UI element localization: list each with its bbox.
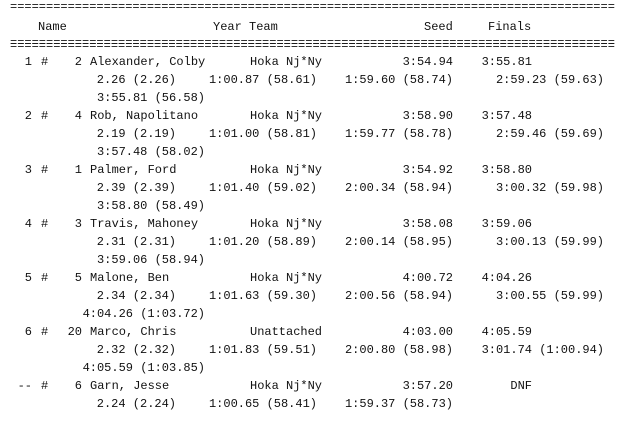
split: 3:57.48 (58.02)	[97, 145, 205, 159]
competitor-number: 5	[75, 271, 82, 285]
seed-mark: #	[41, 163, 48, 177]
competitor-name: Palmer, Ford	[90, 163, 176, 177]
seed-mark: #	[41, 55, 48, 69]
final-time: 4:05.59	[482, 325, 532, 339]
competitor-name: Garn, Jesse	[90, 379, 169, 393]
split: 2.31 (2.31)	[97, 235, 176, 249]
rule: ========================================…	[10, 0, 615, 14]
final-time: 3:58.80	[482, 163, 532, 177]
place: 2	[25, 109, 32, 123]
competitor-number: 2	[75, 55, 82, 69]
seed-time: 3:58.90	[403, 109, 453, 123]
competitor-name: Malone, Ben	[90, 271, 169, 285]
split: 2.24 (2.24)	[97, 397, 176, 411]
split: 2:59.46 (59.69)	[496, 127, 604, 141]
split: 1:59.77 (58.78)	[345, 127, 453, 141]
split: 1:01.40 (59.02)	[209, 181, 317, 195]
split: 1:00.65 (58.41)	[209, 397, 317, 411]
split: 2:00.14 (58.95)	[345, 235, 453, 249]
header-year-team: Year Team	[213, 20, 278, 34]
split: 2:00.80 (58.98)	[345, 343, 453, 357]
header-name: Name	[38, 20, 67, 34]
competitor-name: Alexander, Colby	[90, 55, 205, 69]
competitor-number: 6	[75, 379, 82, 393]
team: Unattached	[250, 325, 322, 339]
team: Hoka Nj*Ny	[250, 217, 322, 231]
split: 3:00.13 (59.99)	[496, 235, 604, 249]
split: 4:05.59 (1:03.85)	[83, 361, 205, 375]
split: 1:01.83 (59.51)	[209, 343, 317, 357]
place: 5	[25, 271, 32, 285]
split: 1:59.60 (58.74)	[345, 73, 453, 87]
split: 2.39 (2.39)	[97, 181, 176, 195]
competitor-number: 1	[75, 163, 82, 177]
split: 1:01.00 (58.81)	[209, 127, 317, 141]
seed-time: 4:00.72	[403, 271, 453, 285]
competitor-number: 3	[75, 217, 82, 231]
team: Hoka Nj*Ny	[250, 271, 322, 285]
split: 2:59.23 (59.63)	[496, 73, 604, 87]
header-seed: Seed	[424, 20, 453, 34]
team: Hoka Nj*Ny	[250, 109, 322, 123]
seed-mark: #	[41, 109, 48, 123]
place: 6	[25, 325, 32, 339]
split: 1:01.20 (58.89)	[209, 235, 317, 249]
header-finals: Finals	[488, 20, 531, 34]
split: 3:58.80 (58.49)	[97, 199, 205, 213]
rule: ========================================…	[10, 39, 615, 53]
place: --	[18, 379, 32, 393]
seed-time: 3:57.20	[403, 379, 453, 393]
place: 4	[25, 217, 32, 231]
competitor-name: Rob, Napolitano	[90, 109, 198, 123]
final-time: 3:57.48	[482, 109, 532, 123]
team: Hoka Nj*Ny	[250, 55, 322, 69]
split: 3:00.55 (59.99)	[496, 289, 604, 303]
split: 1:59.37 (58.73)	[345, 397, 453, 411]
competitor-number: 4	[75, 109, 82, 123]
split: 3:00.32 (59.98)	[496, 181, 604, 195]
rule: ========================================…	[10, 36, 615, 50]
final-time: 3:55.81	[482, 55, 532, 69]
seed-mark: #	[41, 379, 48, 393]
split: 2.34 (2.34)	[97, 289, 176, 303]
split: 2:00.34 (58.94)	[345, 181, 453, 195]
team: Hoka Nj*Ny	[250, 163, 322, 177]
competitor-name: Travis, Mahoney	[90, 217, 198, 231]
seed-mark: #	[41, 217, 48, 231]
competitor-name: Marco, Chris	[90, 325, 176, 339]
split: 1:00.87 (58.61)	[209, 73, 317, 87]
competitor-number: 20	[68, 325, 82, 339]
seed-time: 3:58.08	[403, 217, 453, 231]
seed-time: 4:03.00	[403, 325, 453, 339]
final-time: 4:04.26	[482, 271, 532, 285]
split: 4:04.26 (1:03.72)	[83, 307, 205, 321]
split: 2.19 (2.19)	[97, 127, 176, 141]
split: 3:55.81 (56.58)	[97, 91, 205, 105]
split: 2.32 (2.32)	[97, 343, 176, 357]
seed-time: 3:54.92	[403, 163, 453, 177]
team: Hoka Nj*Ny	[250, 379, 322, 393]
final-time: 3:59.06	[482, 217, 532, 231]
split: 3:01.74 (1:00.94)	[482, 343, 604, 357]
split: 1:01.63 (59.30)	[209, 289, 317, 303]
seed-time: 3:54.94	[403, 55, 453, 69]
split: 2.26 (2.26)	[97, 73, 176, 87]
seed-mark: #	[41, 271, 48, 285]
place: 1	[25, 55, 32, 69]
split: 2:00.56 (58.94)	[345, 289, 453, 303]
place: 3	[25, 163, 32, 177]
final-time: DNF	[510, 379, 532, 393]
seed-mark: #	[41, 325, 48, 339]
split: 3:59.06 (58.94)	[97, 253, 205, 267]
